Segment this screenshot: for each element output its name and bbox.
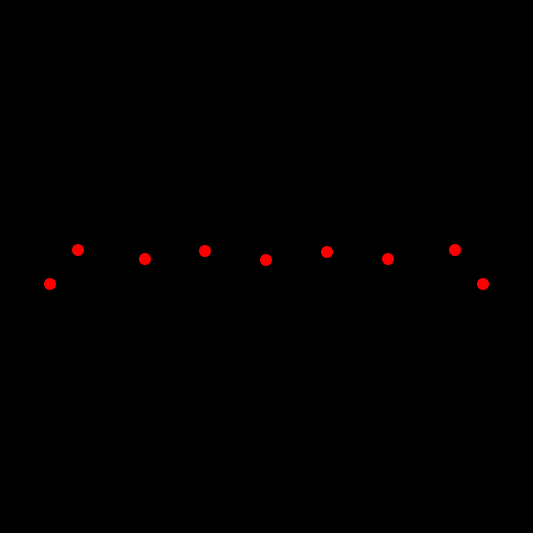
- atom-o: [477, 278, 489, 290]
- atom-o: [44, 278, 56, 290]
- atom-o: [139, 253, 151, 265]
- atom-o: [199, 245, 211, 257]
- atom-o: [449, 244, 461, 256]
- atom-o: [260, 254, 272, 266]
- molecule-diagram: [0, 0, 533, 533]
- atom-o: [321, 246, 333, 258]
- atom-o: [382, 253, 394, 265]
- diagram-background: [0, 0, 533, 533]
- atom-o: [72, 244, 84, 256]
